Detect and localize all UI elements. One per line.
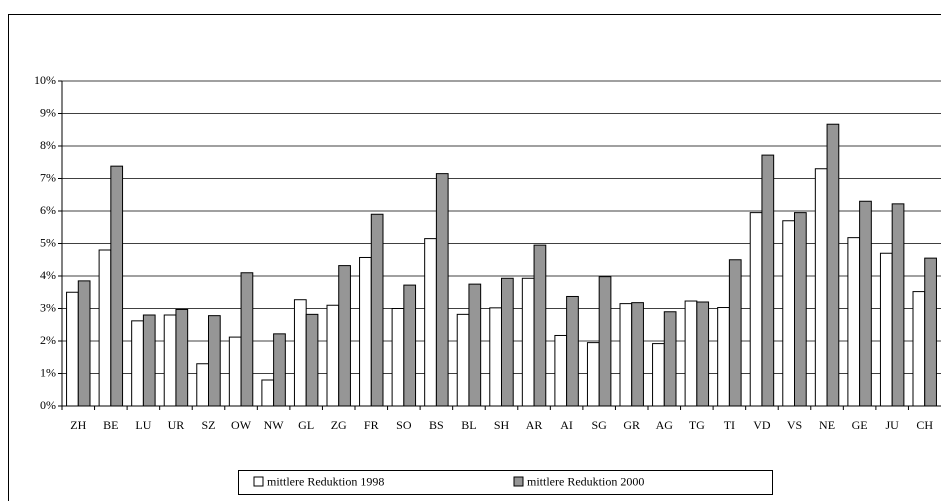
bar xyxy=(598,276,612,407)
x-tick-label: CH xyxy=(916,418,933,432)
y-tick-label: 4% xyxy=(40,268,56,282)
bar xyxy=(163,314,177,407)
x-tick-label: BE xyxy=(103,418,118,432)
bar xyxy=(196,363,209,407)
bar xyxy=(77,280,91,407)
x-tick-label: ZG xyxy=(331,418,347,432)
x-tick-label: BL xyxy=(461,418,476,432)
bar xyxy=(98,249,112,407)
bar xyxy=(566,295,579,407)
bar xyxy=(228,336,242,407)
x-tick-label: JU xyxy=(885,418,899,432)
bar xyxy=(879,252,893,407)
y-tick-label: 0% xyxy=(40,398,56,412)
bar xyxy=(110,165,124,407)
y-tick-label: 8% xyxy=(40,138,56,152)
bar xyxy=(554,334,568,407)
bar xyxy=(814,168,828,407)
bar xyxy=(338,265,351,407)
bar xyxy=(403,284,417,407)
bar xyxy=(912,291,926,407)
bar xyxy=(826,123,840,407)
x-tick-label: GL xyxy=(298,418,314,432)
bar xyxy=(456,313,470,407)
bar xyxy=(501,277,514,407)
x-tick-label: BS xyxy=(429,418,444,432)
bar xyxy=(782,220,796,407)
x-tick-label: SG xyxy=(591,418,607,432)
bar xyxy=(663,311,677,407)
y-tick-label: 6% xyxy=(40,203,56,217)
bar xyxy=(468,283,482,407)
bar xyxy=(359,256,372,407)
y-tick-label: 10% xyxy=(34,73,56,87)
y-tick-label: 5% xyxy=(40,235,56,249)
bar xyxy=(305,313,319,407)
x-tick-label: SZ xyxy=(201,418,215,432)
bar xyxy=(586,342,600,407)
legend-swatch xyxy=(513,476,524,487)
bar xyxy=(619,303,633,407)
bar xyxy=(66,291,79,407)
x-tick-label: SH xyxy=(494,418,510,432)
y-tick-label: 9% xyxy=(40,105,56,119)
bar xyxy=(273,333,286,407)
x-tick-label: TI xyxy=(724,418,735,432)
legend-swatch xyxy=(253,476,264,487)
bar xyxy=(631,302,644,407)
bar xyxy=(521,277,535,407)
x-tick-label: NE xyxy=(819,418,835,432)
x-tick-label: AI xyxy=(560,418,573,432)
bar xyxy=(261,379,275,407)
y-tick-label: 2% xyxy=(40,333,56,347)
bar xyxy=(391,308,405,407)
bar xyxy=(924,257,937,407)
x-tick-label: VD xyxy=(753,418,771,432)
bar xyxy=(533,244,547,407)
legend-label: mittlere Reduktion 1998 xyxy=(267,474,384,488)
x-tick-label: SO xyxy=(396,418,412,432)
y-tick-label: 7% xyxy=(40,170,56,184)
bar xyxy=(728,259,742,407)
x-tick-label: GR xyxy=(623,418,640,432)
bar xyxy=(370,213,384,407)
bar xyxy=(717,307,730,407)
bar xyxy=(794,212,807,407)
y-tick-label: 1% xyxy=(40,365,56,379)
bar xyxy=(761,154,775,407)
bar xyxy=(142,314,156,407)
bar xyxy=(696,301,710,407)
bar xyxy=(326,304,340,407)
x-tick-label: GE xyxy=(852,418,868,432)
bar xyxy=(435,173,449,407)
bar xyxy=(489,307,502,407)
x-tick-label: OW xyxy=(231,418,252,432)
bar xyxy=(208,315,221,407)
x-tick-label: ZH xyxy=(70,418,86,432)
x-tick-label: FR xyxy=(364,418,379,432)
x-tick-label: AG xyxy=(656,418,674,432)
x-tick-label: LU xyxy=(135,418,151,432)
bar xyxy=(240,272,254,407)
bar xyxy=(424,238,437,407)
x-tick-label: VS xyxy=(787,418,802,432)
bar xyxy=(847,237,861,407)
x-tick-label: TG xyxy=(689,418,705,432)
bar xyxy=(652,343,665,407)
bar xyxy=(175,308,189,407)
bar xyxy=(684,300,698,407)
legend-label: mittlere Reduktion 2000 xyxy=(527,474,644,488)
x-tick-label: UR xyxy=(168,418,185,432)
bar xyxy=(131,320,144,407)
x-tick-label: AR xyxy=(526,418,543,432)
bar xyxy=(293,299,307,407)
legend-box xyxy=(238,470,773,495)
bar xyxy=(891,203,905,407)
x-tick-label: NW xyxy=(264,418,285,432)
bar xyxy=(749,212,763,407)
y-tick-label: 3% xyxy=(40,300,56,314)
bar xyxy=(859,200,872,407)
